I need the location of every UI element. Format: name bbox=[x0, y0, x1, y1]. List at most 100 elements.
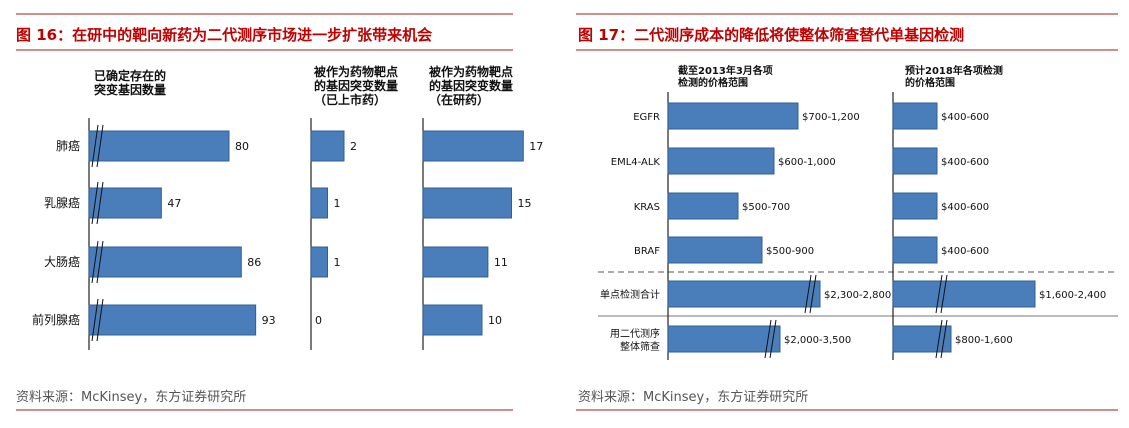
fig16-break-mark-line-a bbox=[91, 298, 99, 342]
fig17-break-mark-line-a bbox=[804, 274, 812, 314]
fig16-data-label: 1 bbox=[334, 197, 341, 210]
fig17-series-1-header-line: 截至2013年3月各项 bbox=[678, 64, 773, 77]
fig17-data-label: $2,300-2,800 bbox=[824, 290, 891, 301]
fig16-data-label: 1 bbox=[334, 256, 341, 269]
fig17-break-mark bbox=[935, 319, 948, 359]
fig16-break-mark bbox=[91, 298, 104, 342]
figure-16-footer: 资料来源：McKinsey，东方证券研究所 bbox=[16, 389, 513, 411]
fig17-data-label: $400-600 bbox=[941, 112, 989, 123]
fig16-series-3-header-line: 被作为药物靶点 bbox=[429, 64, 513, 79]
fig17-data-label: $500-900 bbox=[766, 246, 814, 257]
fig16-break-mark-line-b bbox=[96, 181, 104, 225]
fig17-bar-用二代测序整体筛查 bbox=[892, 325, 952, 353]
fig17-break-mark-line-b bbox=[940, 274, 948, 314]
fig17-series-2-header-line: 预计2018年各项检测 bbox=[905, 64, 1003, 77]
fig17-break-mark-line-a bbox=[935, 274, 943, 314]
fig16-category-label: 乳腺癌 bbox=[44, 195, 80, 210]
fig17-bar-BRAF bbox=[892, 236, 938, 264]
fig17-bar-KRAS bbox=[892, 192, 938, 220]
fig16-break-mark bbox=[91, 124, 104, 168]
fig17-break-mark bbox=[764, 319, 777, 359]
fig17-bar-单点检测合计 bbox=[892, 280, 1036, 308]
fig17-break-mark-line-a bbox=[764, 319, 772, 359]
fig17-data-label: $700-1,200 bbox=[802, 112, 860, 123]
fig16-break-mark-line-b bbox=[96, 298, 104, 342]
figure-16-header: 图 16：在研中的靶向新药为二代测序市场进一步扩张带来机会 bbox=[16, 13, 513, 51]
fig17-bar-KRAS bbox=[667, 192, 739, 220]
fig17-bar-EML4-ALK bbox=[892, 147, 938, 175]
fig16-data-label: 80 bbox=[235, 140, 249, 153]
fig17-break-mark bbox=[804, 274, 817, 314]
fig16-bar-肺癌 bbox=[88, 130, 230, 162]
fig16-series-1-header-line: 已确定存在的 bbox=[94, 68, 166, 83]
fig17-break-mark-line-a bbox=[935, 319, 943, 359]
fig17-data-label: $400-600 bbox=[941, 202, 989, 213]
fig16-data-label: 86 bbox=[247, 256, 261, 269]
fig16-bar-前列腺癌 bbox=[422, 304, 483, 336]
fig16-data-label: 0 bbox=[315, 314, 322, 327]
fig17-data-label: $400-600 bbox=[941, 246, 989, 257]
fig16-series-3-header-line: （在研药） bbox=[429, 92, 489, 107]
fig17-data-label: $1,600-2,400 bbox=[1039, 290, 1106, 301]
fig16-break-mark bbox=[91, 240, 104, 284]
fig17-series-1-header-line: 检测的价格范围 bbox=[678, 76, 748, 89]
fig17-category-label: KRAS bbox=[634, 202, 660, 213]
fig17-category-label: 单点检测合计 bbox=[600, 288, 660, 301]
figure-16-source: 资料来源：McKinsey，东方证券研究所 bbox=[16, 389, 246, 405]
fig17-data-label: $400-600 bbox=[941, 157, 989, 168]
fig17-series-2-header-line: 的价格范围 bbox=[905, 76, 955, 89]
fig17-break-mark-line-b bbox=[940, 319, 948, 359]
fig16-bar-肺癌 bbox=[422, 130, 524, 162]
fig16-series-2-header-line: 的基因突变数量 bbox=[314, 78, 398, 93]
figure-17-source: 资料来源：McKinsey，东方证券研究所 bbox=[578, 389, 808, 405]
fig16-data-label: 10 bbox=[488, 314, 502, 327]
fig17-data-label: $500-700 bbox=[742, 202, 790, 213]
fig17-data-label: $2,000-3,500 bbox=[784, 335, 851, 346]
fig16-bar-大肠癌 bbox=[310, 246, 328, 278]
fig17-break-mark bbox=[935, 274, 948, 314]
fig16-bar-大肠癌 bbox=[88, 246, 242, 278]
fig16-bar-乳腺癌 bbox=[422, 187, 512, 219]
fig16-bar-前列腺癌 bbox=[88, 304, 257, 336]
fig16-break-mark-line-a bbox=[91, 124, 99, 168]
fig16-category-label: 肺癌 bbox=[56, 138, 80, 153]
figure-17-header: 图 17：二代测序成本的降低将使整体筛查替代单基因检测 bbox=[576, 13, 1118, 51]
figure-16-chart: 已确定存在的突变基因数量80478693被作为药物靶点的基因突变数量（已上市药）… bbox=[32, 64, 543, 350]
fig17-category-label: EGFR bbox=[633, 112, 660, 123]
fig17-bar-EGFR bbox=[667, 102, 799, 130]
fig17-bar-用二代测序整体筛查 bbox=[667, 325, 781, 353]
fig16-category-label: 前列腺癌 bbox=[32, 312, 80, 327]
fig17-data-label: $600-1,000 bbox=[778, 157, 836, 168]
fig16-series-2-header-line: 被作为药物靶点 bbox=[314, 64, 398, 79]
fig16-data-label: 17 bbox=[529, 140, 543, 153]
fig16-series-1-header-line: 突变基因数量 bbox=[94, 82, 166, 97]
fig16-break-mark-line-b bbox=[96, 124, 104, 168]
fig17-category-label: 整体筛查 bbox=[620, 340, 660, 353]
fig17-bar-EML4-ALK bbox=[667, 147, 775, 175]
fig16-break-mark-line-a bbox=[91, 181, 99, 225]
fig16-break-mark bbox=[91, 181, 104, 225]
fig17-data-label: $800-1,600 bbox=[955, 335, 1013, 346]
fig16-bar-肺癌 bbox=[310, 130, 345, 162]
fig16-bar-乳腺癌 bbox=[310, 187, 328, 219]
fig16-break-mark-line-a bbox=[91, 240, 99, 284]
figure-17-footer: 资料来源：McKinsey，东方证券研究所 bbox=[576, 389, 1118, 411]
fig16-break-mark-line-b bbox=[96, 240, 104, 284]
fig17-bar-EGFR bbox=[892, 102, 938, 130]
fig16-data-label: 15 bbox=[518, 197, 532, 210]
fig16-series-2-header-line: （已上市药） bbox=[314, 92, 386, 107]
fig16-bar-大肠癌 bbox=[422, 246, 489, 278]
fig17-category-label: 用二代测序 bbox=[610, 327, 660, 340]
fig17-break-mark-line-b bbox=[809, 274, 817, 314]
fig17-category-label: BRAF bbox=[634, 246, 660, 257]
fig17-category-label: EML4-ALK bbox=[611, 157, 661, 168]
figure-17-title: 图 17：二代测序成本的降低将使整体筛查替代单基因检测 bbox=[578, 26, 964, 44]
fig16-data-label: 93 bbox=[262, 314, 276, 327]
fig16-data-label: 2 bbox=[350, 140, 357, 153]
